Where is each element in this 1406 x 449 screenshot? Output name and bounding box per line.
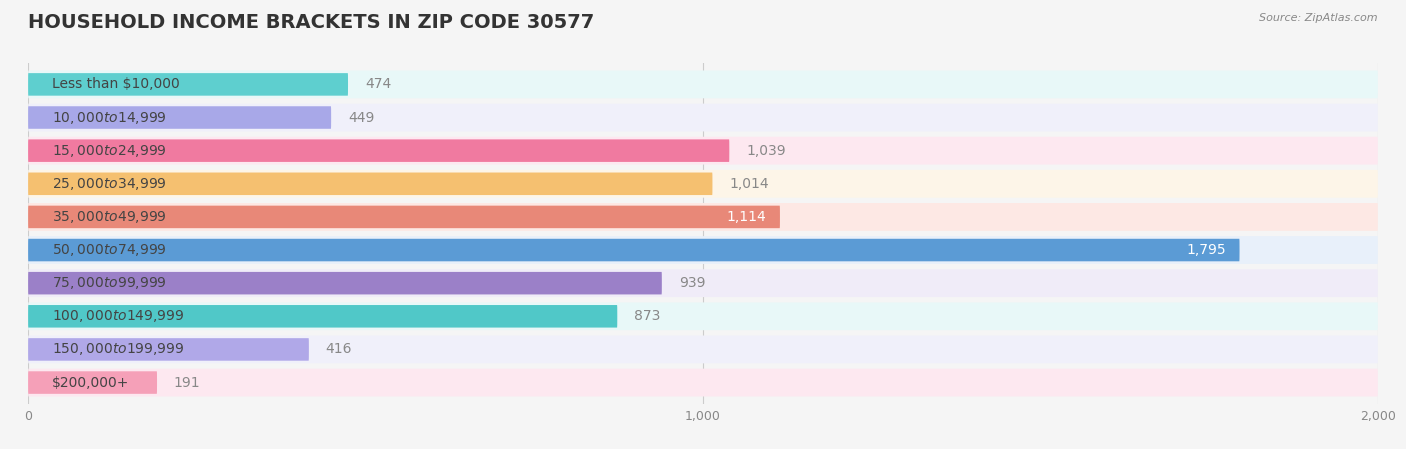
- Text: $100,000 to $149,999: $100,000 to $149,999: [52, 308, 184, 324]
- Text: $15,000 to $24,999: $15,000 to $24,999: [52, 143, 166, 158]
- Text: $35,000 to $49,999: $35,000 to $49,999: [52, 209, 166, 225]
- FancyBboxPatch shape: [28, 369, 1378, 396]
- Text: 1,114: 1,114: [727, 210, 766, 224]
- FancyBboxPatch shape: [28, 73, 349, 96]
- Text: 1,795: 1,795: [1187, 243, 1226, 257]
- FancyBboxPatch shape: [28, 335, 1378, 363]
- Text: 1,014: 1,014: [730, 177, 769, 191]
- Text: 416: 416: [326, 343, 353, 357]
- Text: 191: 191: [174, 375, 201, 390]
- FancyBboxPatch shape: [28, 371, 157, 394]
- Text: 873: 873: [634, 309, 661, 323]
- Text: $75,000 to $99,999: $75,000 to $99,999: [52, 275, 166, 291]
- Text: HOUSEHOLD INCOME BRACKETS IN ZIP CODE 30577: HOUSEHOLD INCOME BRACKETS IN ZIP CODE 30…: [28, 13, 595, 32]
- Text: $50,000 to $74,999: $50,000 to $74,999: [52, 242, 166, 258]
- Text: $25,000 to $34,999: $25,000 to $34,999: [52, 176, 166, 192]
- Text: $10,000 to $14,999: $10,000 to $14,999: [52, 110, 166, 126]
- FancyBboxPatch shape: [28, 139, 730, 162]
- FancyBboxPatch shape: [28, 206, 780, 228]
- FancyBboxPatch shape: [28, 305, 617, 328]
- Text: 1,039: 1,039: [747, 144, 786, 158]
- FancyBboxPatch shape: [28, 239, 1240, 261]
- FancyBboxPatch shape: [28, 338, 309, 361]
- FancyBboxPatch shape: [28, 236, 1378, 264]
- Text: 474: 474: [366, 77, 391, 92]
- FancyBboxPatch shape: [28, 203, 1378, 231]
- FancyBboxPatch shape: [28, 302, 1378, 330]
- FancyBboxPatch shape: [28, 272, 662, 295]
- FancyBboxPatch shape: [28, 106, 332, 129]
- FancyBboxPatch shape: [28, 172, 713, 195]
- Text: 939: 939: [679, 276, 706, 290]
- FancyBboxPatch shape: [28, 70, 1378, 98]
- FancyBboxPatch shape: [28, 170, 1378, 198]
- FancyBboxPatch shape: [28, 137, 1378, 165]
- Text: $150,000 to $199,999: $150,000 to $199,999: [52, 341, 184, 357]
- FancyBboxPatch shape: [28, 269, 1378, 297]
- FancyBboxPatch shape: [28, 104, 1378, 132]
- Text: $200,000+: $200,000+: [52, 375, 129, 390]
- Text: Source: ZipAtlas.com: Source: ZipAtlas.com: [1260, 13, 1378, 23]
- Text: 449: 449: [349, 110, 374, 124]
- Text: Less than $10,000: Less than $10,000: [52, 77, 180, 92]
